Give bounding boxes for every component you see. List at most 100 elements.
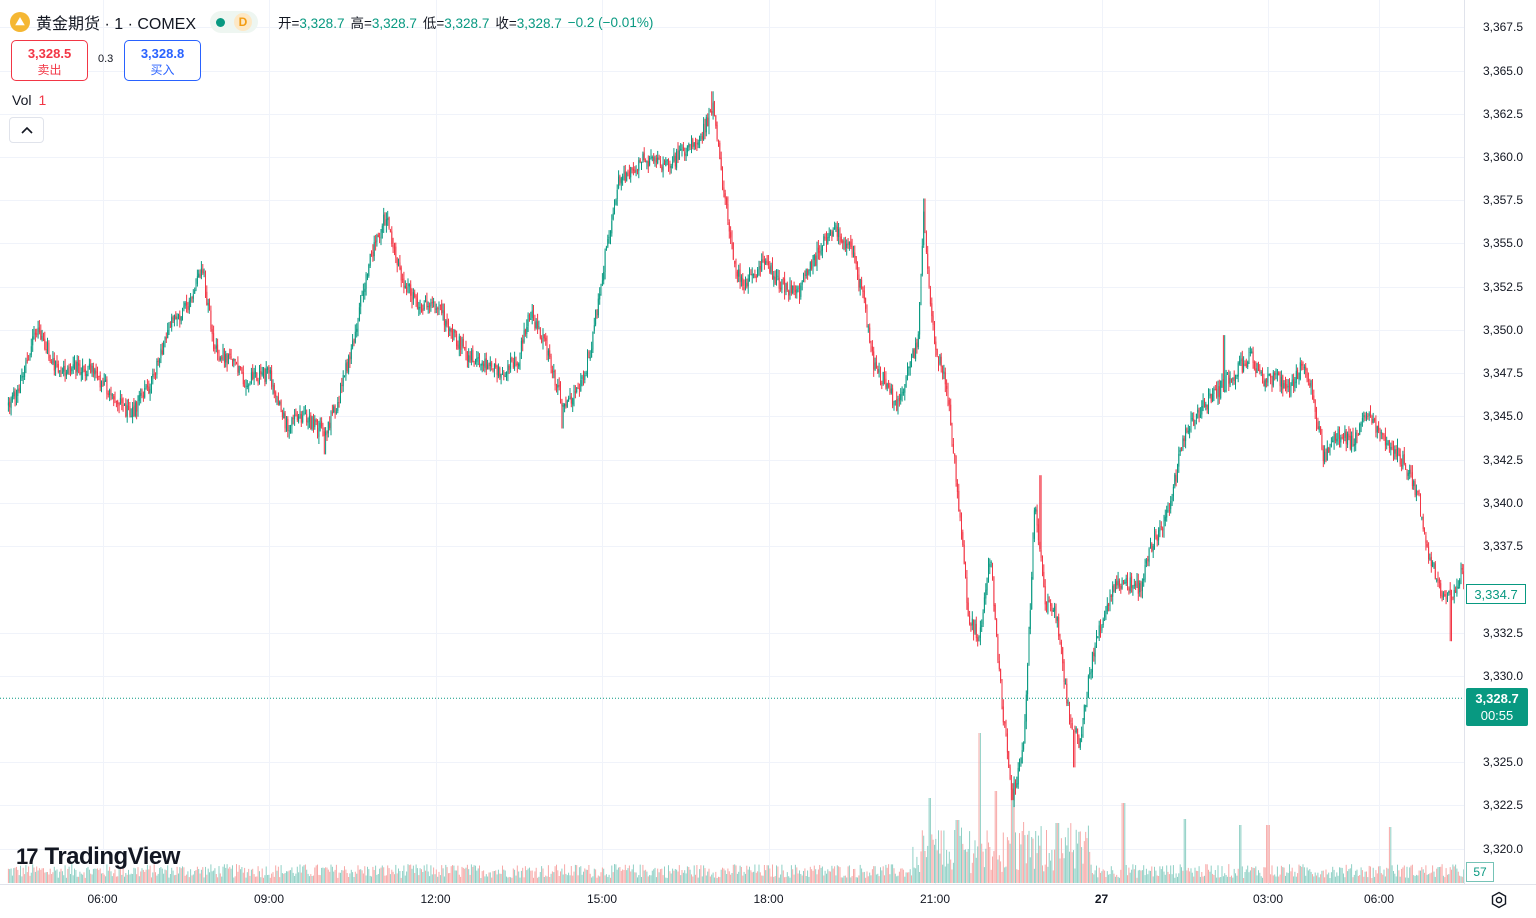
tradingview-logo[interactable]: 17 TradingView (16, 843, 180, 871)
candle-body (826, 238, 827, 245)
price-chart[interactable] (0, 0, 1464, 884)
volume-bar (1116, 874, 1118, 883)
price-scale[interactable]: 3,367.5 3,365.0 3,362.5 3,360.0 3,357.5 3,355… (1464, 0, 1536, 884)
volume-bar (1341, 867, 1343, 883)
chart-settings-icon[interactable] (1488, 889, 1510, 911)
volume-bar (437, 876, 439, 883)
candle-body (919, 302, 921, 335)
volume-bar (626, 870, 628, 883)
volume-bar (632, 864, 634, 883)
candle-body (1028, 627, 1030, 664)
candle-body (1264, 379, 1266, 388)
volume-legend[interactable]: Vol 1 (12, 92, 46, 108)
candle-body (857, 264, 858, 273)
candle-body (83, 367, 85, 369)
candle-body (210, 310, 212, 329)
candle-body (880, 368, 881, 383)
candle-body (969, 615, 971, 624)
volume-bar (152, 872, 154, 883)
volume-bar (838, 866, 840, 883)
volume-bar (762, 875, 764, 883)
candle-body (994, 605, 996, 620)
candle-body (979, 627, 981, 638)
volume-bar (429, 876, 431, 883)
candle-body (458, 336, 460, 349)
volume-bar (272, 872, 274, 883)
volume-bar (384, 875, 386, 883)
candle-body (1050, 603, 1052, 606)
volume-bar (481, 871, 483, 883)
volume-bar (697, 877, 699, 883)
symbol-title[interactable]: 黄金期货 · 1 · COMEX (36, 16, 197, 33)
volume-bar (778, 877, 780, 883)
volume-bar (1036, 853, 1038, 883)
candle-body (815, 255, 817, 266)
candle-body (1129, 577, 1131, 592)
candle-body (874, 362, 876, 370)
volume-bar (1434, 876, 1436, 883)
candle-body (1266, 378, 1268, 383)
volume-bar (365, 875, 367, 883)
chart-area[interactable]: ⛰ 黄金期货 · 1 · COMEX D 开=3,328.7 高=3,328.7… (0, 0, 1464, 884)
candle-body (1094, 645, 1096, 658)
candle-body (223, 348, 225, 363)
candle-body (543, 334, 545, 339)
candle-body (576, 387, 578, 392)
candle-body (7, 402, 9, 406)
sell-button[interactable]: 3,328.5 卖出 (11, 40, 88, 81)
volume-bar (1124, 803, 1126, 883)
candle-body (572, 398, 574, 405)
candle-body (1357, 434, 1359, 436)
volume-bar (676, 869, 678, 883)
volume-bar (1445, 868, 1447, 883)
volume-bar (106, 864, 108, 883)
candle-body (1322, 449, 1324, 462)
volume-bar (523, 877, 525, 883)
candle-body (800, 285, 802, 297)
price-tick-label: 3,337.5 (1482, 539, 1523, 554)
time-scale[interactable]: 06:00 09:00 12:00 15:00 18:00 21:00 27 03:00 06:… (0, 884, 1536, 918)
candle-body (387, 217, 389, 221)
candle-body (901, 391, 903, 396)
candle-body (689, 144, 691, 146)
volume-bar (637, 877, 638, 883)
candle-body (234, 358, 236, 361)
volume-bar (419, 868, 421, 883)
candle-body (406, 287, 408, 292)
candle-body (415, 296, 417, 300)
volume-bar (639, 864, 641, 883)
volume-bar (98, 870, 100, 883)
candle-body (693, 142, 695, 147)
volume-bar (859, 864, 861, 883)
volume-bar (738, 871, 740, 883)
volume-bar (121, 874, 123, 883)
volume-bar (1181, 867, 1182, 883)
candle-body (1109, 593, 1111, 606)
candle-body (385, 219, 387, 226)
candle-body (1430, 556, 1432, 567)
candle-body (365, 274, 367, 289)
volume-bar (404, 875, 406, 883)
candle-body (719, 142, 721, 159)
volume-bar (1343, 873, 1344, 883)
volume-bar (874, 866, 876, 883)
volume-bar (94, 868, 96, 883)
candle-body (608, 237, 610, 239)
candle-body (111, 394, 113, 396)
collapse-legend-button[interactable] (9, 117, 44, 143)
candle-body (1309, 383, 1311, 386)
buy-button[interactable]: 3,328.8 买入 (124, 40, 201, 81)
volume-bar (1156, 875, 1158, 883)
volume-bar (334, 869, 336, 883)
candle-body (217, 344, 219, 354)
candle-body (227, 355, 229, 364)
candle-body (1212, 394, 1214, 402)
volume-bar (97, 868, 98, 883)
buy-price: 3,328.8 (140, 46, 185, 61)
candle-body (669, 163, 671, 169)
market-status[interactable]: D (210, 11, 259, 33)
volume-bar (1216, 877, 1218, 883)
candle-body (1268, 373, 1270, 376)
candle-body (499, 367, 501, 377)
volume-bar (1105, 877, 1107, 883)
